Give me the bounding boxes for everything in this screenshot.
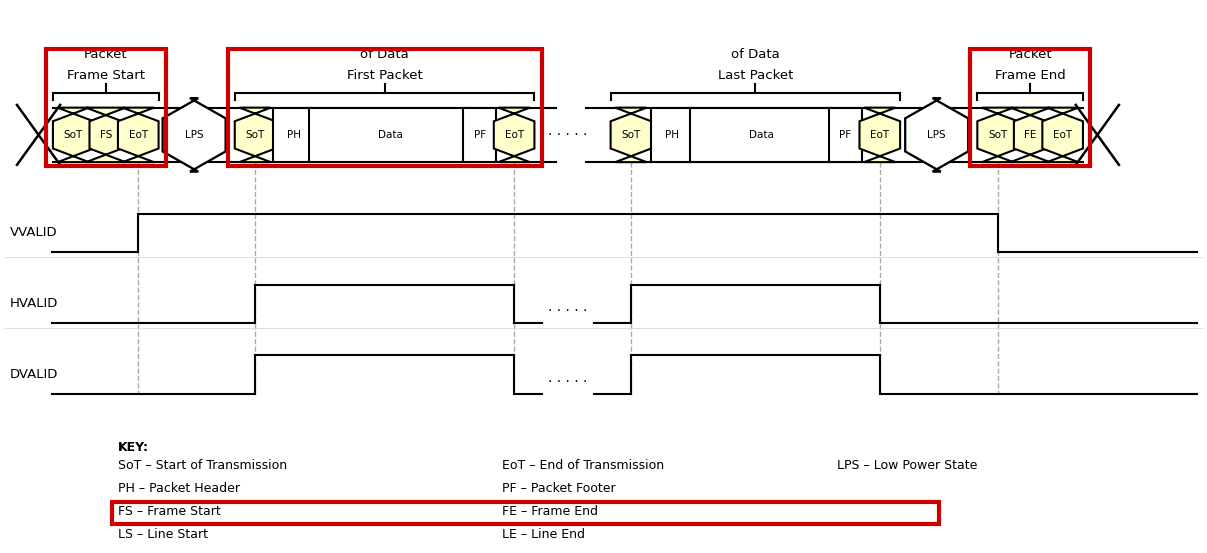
Bar [652,108,692,162]
Text: PF: PF [839,130,851,140]
Polygon shape [905,98,968,171]
Polygon shape [163,98,226,171]
Text: of Data: of Data [360,48,409,61]
Text: Last Packet: Last Packet [718,69,793,81]
Polygon shape [1010,108,1050,162]
Text: LE – Line End: LE – Line End [502,528,584,541]
Text: SoT: SoT [64,130,83,140]
Text: of Data: of Data [731,48,780,61]
Bar [463,108,496,162]
Bar [46,49,165,166]
Text: PF – Packet Footer: PF – Packet Footer [502,482,616,495]
Polygon shape [859,108,900,162]
Text: SoT – Start of Transmission: SoT – Start of Transmission [118,459,287,472]
Text: PH – Packet Header: PH – Packet Header [118,482,240,495]
Text: · · · · ·: · · · · · [548,128,588,142]
Text: · · · · ·: · · · · · [548,375,588,389]
Text: Data: Data [378,130,403,140]
Text: PH: PH [287,130,301,140]
Polygon shape [1043,108,1083,162]
Bar [690,108,832,162]
Text: FE: FE [1024,130,1037,140]
Text: EoT: EoT [1053,130,1072,140]
Bar [273,108,314,162]
Polygon shape [53,108,94,162]
Text: FE – Frame End: FE – Frame End [502,505,597,518]
Polygon shape [611,108,652,162]
Text: LPS: LPS [185,130,204,140]
Polygon shape [86,108,126,162]
Text: FS: FS [99,130,112,140]
Text: SoT: SoT [622,130,641,140]
Text: EoT: EoT [129,130,147,140]
Text: LPS: LPS [927,130,946,140]
Text: EoT: EoT [870,130,890,140]
Text: LS – Line Start: LS – Line Start [118,528,208,541]
Text: Frame Start: Frame Start [66,69,145,81]
Text: SoT: SoT [245,130,264,140]
Bar [829,108,862,162]
Bar [228,49,542,166]
Polygon shape [234,108,275,162]
Bar [112,502,939,524]
Bar [970,49,1090,166]
Polygon shape [978,108,1018,162]
Bar [309,108,472,162]
Text: Packet: Packet [84,48,128,61]
Polygon shape [494,108,535,162]
Text: Data: Data [748,130,774,140]
Text: SoT: SoT [989,130,1008,140]
Text: :: : [118,440,123,453]
Text: FS – Frame Start: FS – Frame Start [118,505,221,518]
Text: LPS – Low Power State: LPS – Low Power State [838,459,978,472]
Text: KEY:: KEY: [118,441,148,453]
Text: VVALID: VVALID [10,226,58,239]
Polygon shape [118,108,158,162]
Text: EoT – End of Transmission: EoT – End of Transmission [502,459,664,472]
Text: PH: PH [665,130,678,140]
Text: First Packet: First Packet [346,69,422,81]
Text: · · · · ·: · · · · · [548,304,588,319]
Text: HVALID: HVALID [10,297,58,310]
Text: PF: PF [473,130,485,140]
Text: Packet: Packet [1008,48,1053,61]
Text: EoT: EoT [505,130,524,140]
Text: DVALID: DVALID [10,368,58,381]
Text: Frame End: Frame End [995,69,1066,81]
